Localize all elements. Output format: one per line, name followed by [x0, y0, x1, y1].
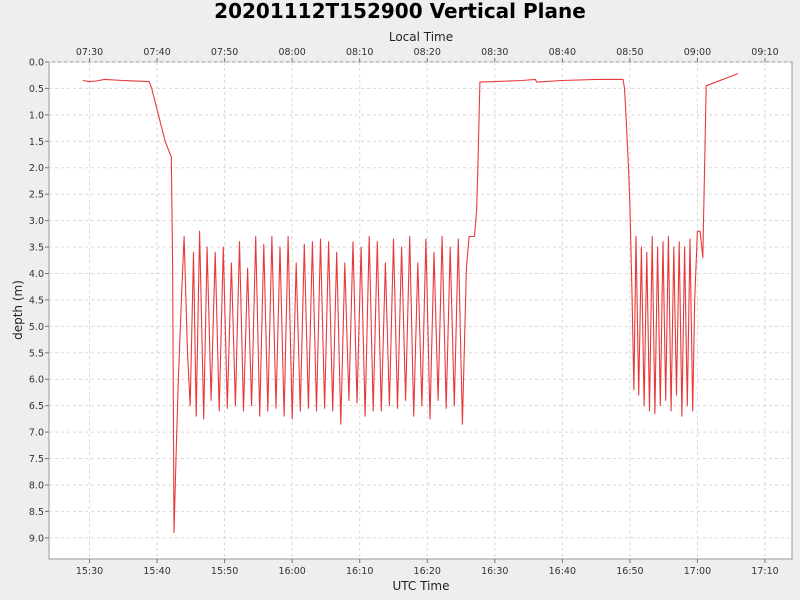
utc-time-axis: 15:30 15:40 15:50 16:00 16:10 16:20 16:30 16:40…: [76, 559, 779, 577]
y-tick-label: 8.0: [29, 480, 44, 491]
y-tick-label: 0.0: [29, 58, 44, 69]
x-tick-label: 16:00: [278, 566, 305, 577]
x-tick-label: 15:30: [76, 566, 103, 577]
x2-tick-label: 08:50: [616, 47, 643, 58]
y-tick-label: 9.0: [29, 533, 44, 544]
x-tick-label: 16:40: [549, 566, 576, 577]
y-tick-label: 2.5: [29, 190, 44, 201]
x2-tick-label: 07:50: [211, 47, 238, 58]
x2-tick-label: 09:00: [684, 47, 711, 58]
y-tick-label: 6.5: [29, 401, 44, 412]
x2-tick-label: 07:40: [143, 47, 170, 58]
y-tick-label: 2.0: [29, 163, 44, 174]
y-axis: 0.0 0.5 1.0 1.5 2.0 2.5 3.0 3.5 4.0 4.5 5.0 5.5 6.0 6…: [29, 58, 49, 544]
y-tick-label: 7.0: [29, 428, 44, 439]
y-tick-label: 1.5: [29, 137, 44, 148]
local-time-axis-label: Local Time: [389, 30, 453, 44]
x2-tick-label: 08:30: [481, 47, 508, 58]
local-time-axis: 07:30 07:40 07:50 08:00 08:10 08:20 08:30 08:40…: [76, 47, 779, 62]
x2-tick-label: 07:30: [76, 47, 103, 58]
y-tick-label: 7.5: [29, 454, 44, 465]
x-tick-label: 17:00: [684, 566, 711, 577]
y-tick-label: 6.0: [29, 375, 44, 386]
x-tick-label: 15:40: [143, 566, 170, 577]
x2-tick-label: 08:00: [278, 47, 305, 58]
x-tick-label: 17:10: [751, 566, 778, 577]
y-tick-label: 4.5: [29, 295, 44, 306]
x2-tick-label: 09:10: [751, 47, 778, 58]
x2-tick-label: 08:10: [346, 47, 373, 58]
series-layer: [82, 73, 739, 534]
x2-tick-label: 08:20: [414, 47, 441, 58]
utc-time-axis-label: UTC Time: [393, 579, 450, 593]
x-tick-label: 16:30: [481, 566, 508, 577]
x2-tick-label: 08:40: [549, 47, 576, 58]
y-tick-label: 0.5: [29, 84, 44, 95]
x-tick-label: 15:50: [211, 566, 238, 577]
y-tick-label: 5.0: [29, 322, 44, 333]
chart-title: 20201112T152900 Vertical Plane: [214, 0, 586, 23]
y-tick-label: 3.5: [29, 243, 44, 254]
y-tick-label: 3.0: [29, 216, 44, 227]
y-tick-label: 5.5: [29, 348, 44, 359]
x-tick-label: 16:20: [414, 566, 441, 577]
depth-series-line: [82, 73, 739, 534]
depth-axis-label: depth (m): [11, 280, 25, 340]
y-tick-label: 4.0: [29, 269, 44, 280]
x-tick-label: 16:10: [346, 566, 373, 577]
y-tick-label: 8.5: [29, 507, 44, 518]
y-tick-label: 1.0: [29, 110, 44, 121]
x-tick-label: 16:50: [616, 566, 643, 577]
